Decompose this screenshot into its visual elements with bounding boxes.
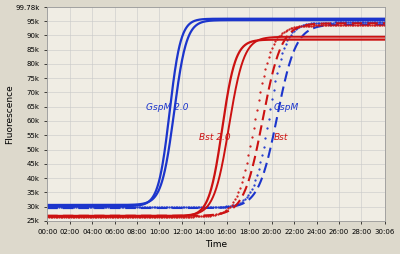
Y-axis label: Fluorescence: Fluorescence bbox=[5, 84, 14, 144]
Text: Bst 2.0: Bst 2.0 bbox=[199, 133, 230, 141]
Text: GspM 2.0: GspM 2.0 bbox=[146, 103, 188, 112]
X-axis label: Time: Time bbox=[205, 240, 227, 249]
Text: GspM: GspM bbox=[274, 103, 299, 112]
Text: Bst: Bst bbox=[274, 133, 288, 141]
